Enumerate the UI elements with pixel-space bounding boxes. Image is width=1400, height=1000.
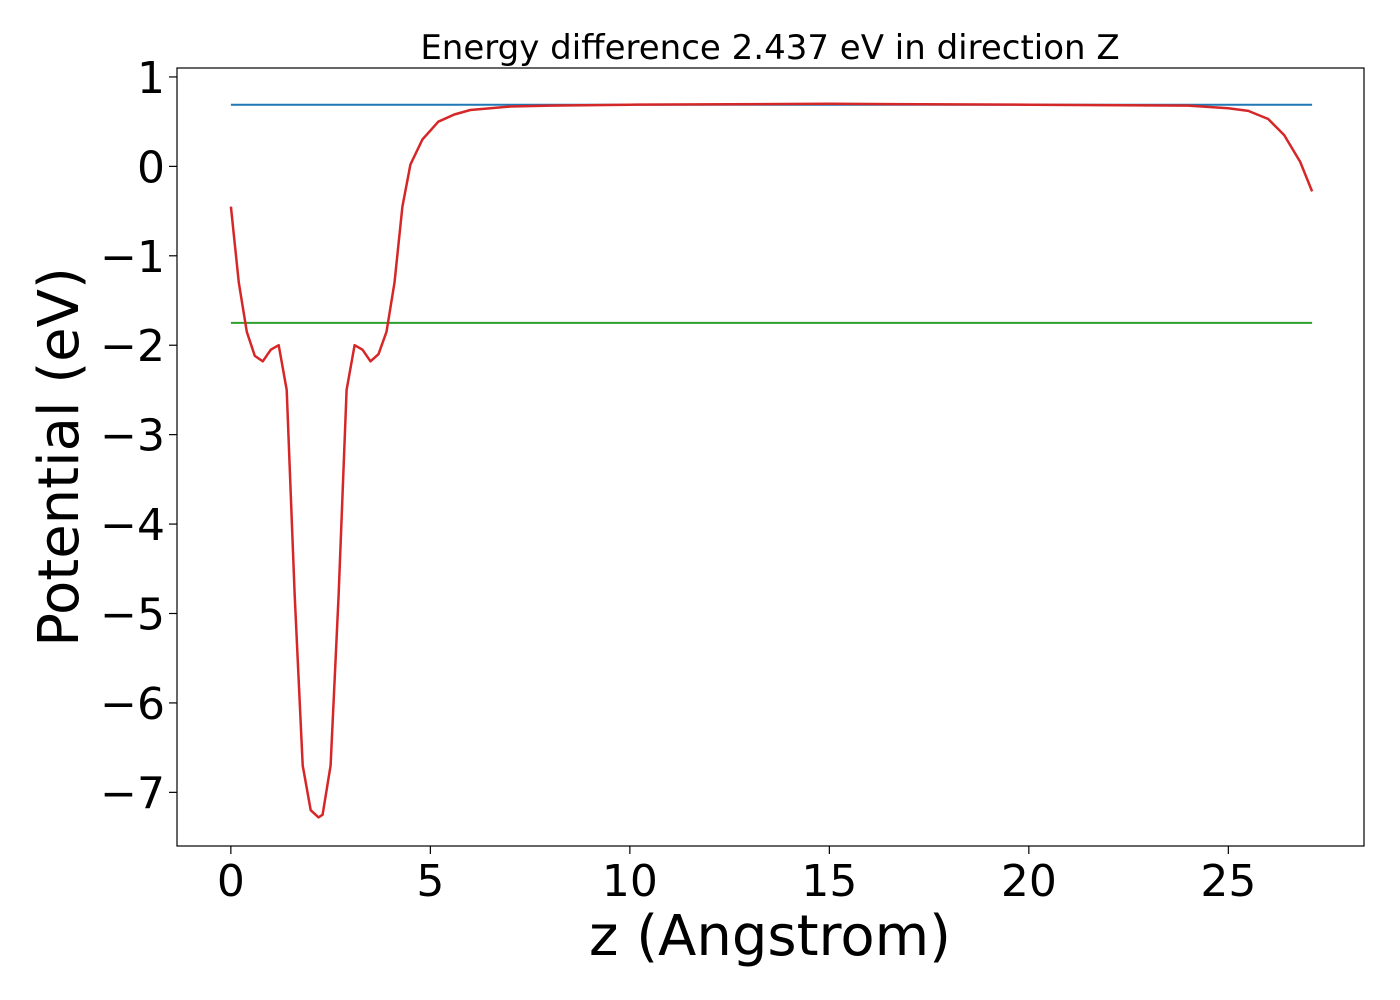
x-tick-label: 15 xyxy=(801,856,857,907)
y-tick-label: −3 xyxy=(100,411,165,462)
x-tick-label: 0 xyxy=(217,856,245,907)
x-tick-label: 20 xyxy=(1001,856,1057,907)
series-layer xyxy=(229,102,1314,819)
y-axis-ticks: 1 0 −1 −2 −3 −4 −5 −6 −7 xyxy=(100,53,177,819)
x-axis-label: z (Angstrom) xyxy=(589,904,951,969)
plot-frame xyxy=(176,67,1365,847)
y-tick-label: −4 xyxy=(100,500,165,551)
series-line-3 xyxy=(229,102,1314,819)
y-tick-label: −6 xyxy=(100,679,165,730)
y-tick-label: −5 xyxy=(100,589,165,640)
y-tick-label: −7 xyxy=(100,768,165,819)
y-tick-label: −2 xyxy=(100,321,165,372)
chart-title: Energy difference 2.437 eV in direction … xyxy=(420,28,1119,68)
x-tick-label: 25 xyxy=(1200,856,1256,907)
y-tick-label: 0 xyxy=(137,142,165,193)
y-tick-label: −1 xyxy=(100,232,165,283)
x-axis-ticks: 0 5 10 15 20 25 xyxy=(217,846,1256,907)
x-tick-label: 5 xyxy=(416,856,444,907)
y-tick-label: 1 xyxy=(137,53,165,104)
x-tick-label: 10 xyxy=(602,856,658,907)
y-axis-label: Potential (eV) xyxy=(27,267,92,647)
